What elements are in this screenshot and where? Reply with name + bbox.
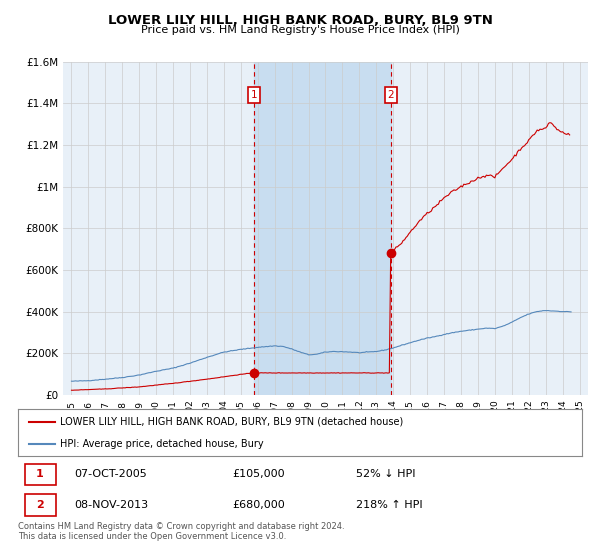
- Text: 1: 1: [36, 469, 44, 479]
- Text: 52% ↓ HPI: 52% ↓ HPI: [356, 469, 416, 479]
- Text: LOWER LILY HILL, HIGH BANK ROAD, BURY, BL9 9TN (detached house): LOWER LILY HILL, HIGH BANK ROAD, BURY, B…: [60, 417, 404, 427]
- FancyBboxPatch shape: [25, 464, 56, 486]
- Text: 2: 2: [388, 90, 394, 100]
- Text: £105,000: £105,000: [232, 469, 285, 479]
- Text: Price paid vs. HM Land Registry's House Price Index (HPI): Price paid vs. HM Land Registry's House …: [140, 25, 460, 35]
- Text: 08-NOV-2013: 08-NOV-2013: [74, 500, 149, 510]
- Text: This data is licensed under the Open Government Licence v3.0.: This data is licensed under the Open Gov…: [18, 532, 286, 541]
- FancyBboxPatch shape: [25, 494, 56, 516]
- Text: £680,000: £680,000: [232, 500, 285, 510]
- Text: Contains HM Land Registry data © Crown copyright and database right 2024.: Contains HM Land Registry data © Crown c…: [18, 522, 344, 531]
- Text: 218% ↑ HPI: 218% ↑ HPI: [356, 500, 423, 510]
- Bar: [254, 62, 391, 395]
- Text: 07-OCT-2005: 07-OCT-2005: [74, 469, 147, 479]
- Text: HPI: Average price, detached house, Bury: HPI: Average price, detached house, Bury: [60, 438, 264, 449]
- Text: 1: 1: [251, 90, 257, 100]
- Text: 2: 2: [36, 500, 44, 510]
- Text: LOWER LILY HILL, HIGH BANK ROAD, BURY, BL9 9TN: LOWER LILY HILL, HIGH BANK ROAD, BURY, B…: [107, 14, 493, 27]
